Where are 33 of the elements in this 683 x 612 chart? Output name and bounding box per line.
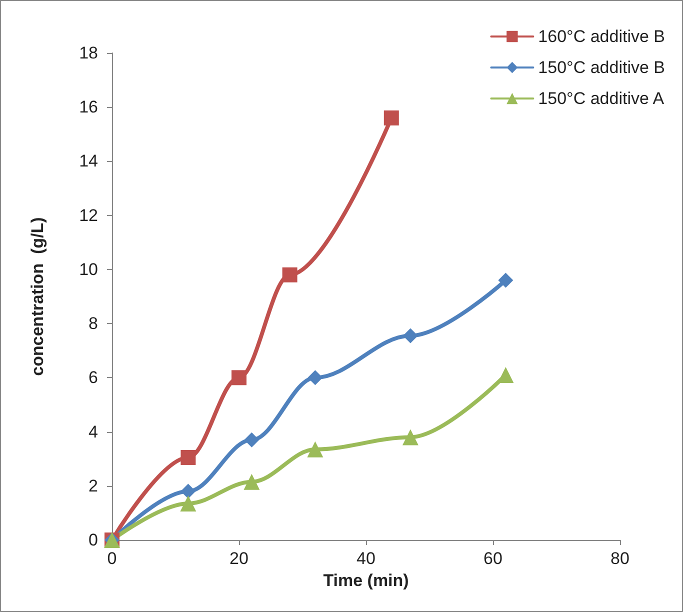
point xyxy=(180,450,196,465)
y-tick-label: 12 xyxy=(79,206,98,225)
point xyxy=(180,484,196,499)
point xyxy=(244,432,260,448)
y-tick-label: 14 xyxy=(79,152,98,171)
x-tick-label: 40 xyxy=(356,549,376,568)
point xyxy=(402,328,418,344)
legend-label: 150°C additive B xyxy=(538,58,666,77)
point xyxy=(244,474,260,490)
point xyxy=(402,429,418,446)
legend-label: 150°C additive A xyxy=(538,89,665,108)
point xyxy=(232,370,246,386)
y-tick-label: 16 xyxy=(79,98,98,117)
x-tick-label: 80 xyxy=(610,549,630,568)
y-tick-label: 18 xyxy=(79,44,98,62)
y-tick-label: 4 xyxy=(88,422,98,442)
point xyxy=(282,267,298,282)
point xyxy=(307,441,324,458)
x-axis-title: Time (min) xyxy=(323,570,409,590)
point xyxy=(308,370,323,386)
point xyxy=(384,110,399,126)
y-tick-label: 10 xyxy=(79,260,98,279)
x-tick-label: 0 xyxy=(107,549,117,568)
x-tick-label: 20 xyxy=(230,549,248,568)
legend-label: 160°C additive B xyxy=(538,27,666,46)
y-axis-title: concentration (g/L) xyxy=(28,217,47,376)
y-tick-label: 6 xyxy=(88,368,98,388)
point xyxy=(498,272,514,288)
point xyxy=(180,495,196,512)
y-tick-label: 8 xyxy=(88,314,98,334)
y-tick-label: 2 xyxy=(88,476,98,496)
x-tick-label: 60 xyxy=(484,549,502,568)
y-tick-label: 0 xyxy=(88,530,98,550)
